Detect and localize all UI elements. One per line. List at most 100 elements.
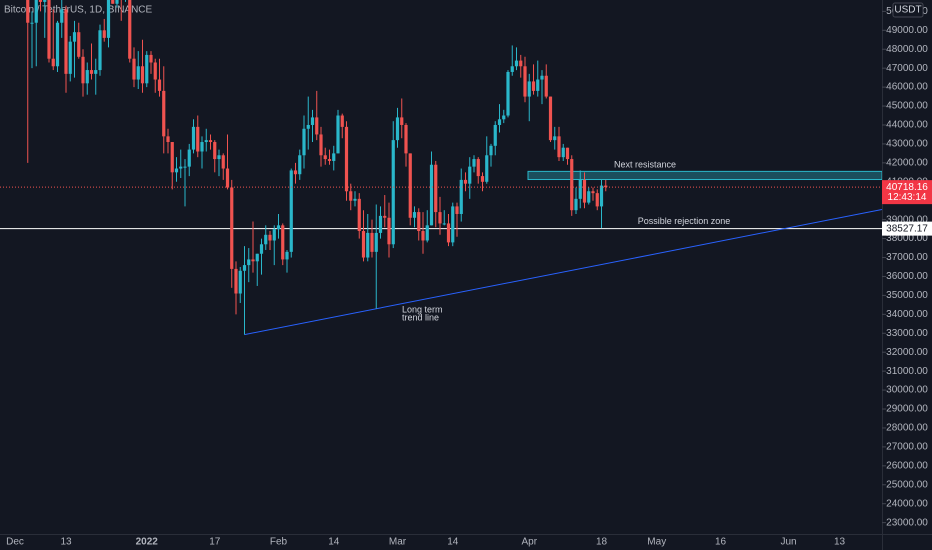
candle-body xyxy=(574,198,578,211)
candle-body xyxy=(319,134,323,156)
candle-body xyxy=(55,22,60,67)
candle-body xyxy=(404,124,408,154)
candle-body xyxy=(281,225,285,260)
candle-body xyxy=(85,70,89,84)
candle-body xyxy=(489,145,493,156)
candle-body xyxy=(276,225,281,230)
candle-body xyxy=(349,191,353,201)
candle-body xyxy=(370,232,374,252)
candle-body xyxy=(179,166,183,169)
x-tick-label: 14 xyxy=(328,537,340,548)
candle-body xyxy=(293,170,298,175)
candle-body xyxy=(34,0,38,23)
candle-body xyxy=(604,185,608,188)
candle-body xyxy=(132,58,136,80)
y-tick-label: 39000.00 xyxy=(886,214,928,225)
candle-body xyxy=(361,231,366,258)
candle-body xyxy=(544,75,548,97)
candle-body xyxy=(459,179,463,214)
candle-body xyxy=(89,70,94,74)
annotation: Long term xyxy=(402,304,443,314)
resistance-zone xyxy=(527,170,882,181)
candle-body xyxy=(493,124,497,146)
candle-body xyxy=(387,217,391,245)
candle-body xyxy=(64,9,68,74)
candle-body xyxy=(272,229,276,241)
y-tick-label: 29000.00 xyxy=(886,404,928,415)
candle-body xyxy=(429,164,434,226)
y-tick-label: 32000.00 xyxy=(886,347,928,358)
candle-body xyxy=(238,270,242,294)
candle-body xyxy=(298,155,302,175)
candle-body xyxy=(417,212,421,232)
candle-body xyxy=(47,0,51,59)
candle-body xyxy=(332,153,336,161)
candle-body xyxy=(111,0,115,4)
y-tick-label: 31000.00 xyxy=(886,366,928,377)
candle-body xyxy=(353,198,357,201)
candle-body xyxy=(485,155,489,182)
y-tick-label: 24000.00 xyxy=(886,498,928,509)
y-tick-label: 42000.00 xyxy=(886,157,928,168)
candle-body xyxy=(225,168,230,188)
candle-body xyxy=(425,225,429,241)
candle-body xyxy=(302,128,306,156)
candle-body xyxy=(587,191,591,203)
annotation: trend line xyxy=(402,312,439,322)
candle-body xyxy=(578,179,582,199)
candle-body xyxy=(366,232,370,258)
candle-body xyxy=(306,124,310,129)
candle-body xyxy=(247,259,251,266)
candle-body xyxy=(514,60,519,67)
y-tick-label: 27000.00 xyxy=(886,442,928,453)
price-badge xyxy=(882,180,932,205)
candle-body xyxy=(523,66,527,97)
candle-body xyxy=(327,159,332,161)
candle-body xyxy=(60,9,64,23)
candle-body xyxy=(310,117,315,125)
candle-body xyxy=(468,166,472,184)
x-tick-label: 17 xyxy=(209,537,221,548)
candle-body xyxy=(565,147,570,160)
annotation: Next resistance xyxy=(614,160,676,170)
candle-body xyxy=(187,149,191,167)
candle-body xyxy=(570,159,574,211)
x-tick-label: Jun xyxy=(780,537,796,548)
x-tick-label: 14 xyxy=(447,537,459,548)
candle-body xyxy=(315,117,319,135)
candle-body xyxy=(536,79,540,91)
candle-body xyxy=(221,155,225,169)
candle-body xyxy=(162,90,166,137)
candle-body xyxy=(242,265,247,271)
candle-body xyxy=(374,232,378,252)
y-tick-label: 46000.00 xyxy=(886,82,928,93)
candle-body xyxy=(540,75,544,80)
candle-body xyxy=(255,253,259,262)
candle-body xyxy=(336,115,340,154)
x-tick-label: 13 xyxy=(834,537,846,548)
candle-body xyxy=(463,179,468,184)
candle-body xyxy=(357,198,361,232)
quote-badge-label: USDT xyxy=(894,5,921,16)
candle-body xyxy=(217,155,221,160)
candle-body xyxy=(400,117,404,125)
candle-body xyxy=(170,142,174,173)
x-tick-label: Dec xyxy=(6,537,24,548)
x-tick-label: 18 xyxy=(596,537,608,548)
candle-body xyxy=(115,0,119,4)
y-tick-label: 28000.00 xyxy=(886,423,928,434)
y-tick-label: 47000.00 xyxy=(886,63,928,74)
candle-body xyxy=(421,231,425,241)
candle-body xyxy=(548,96,553,141)
candle-body xyxy=(51,58,55,67)
candle-body xyxy=(26,0,30,23)
candle-body xyxy=(157,79,162,91)
candle-body xyxy=(106,0,111,38)
y-tick-label: 25000.00 xyxy=(886,479,928,490)
candle-body xyxy=(234,268,238,294)
candle-body xyxy=(285,251,289,260)
y-tick-label: 49000.00 xyxy=(886,25,928,36)
candle-body xyxy=(434,164,438,213)
